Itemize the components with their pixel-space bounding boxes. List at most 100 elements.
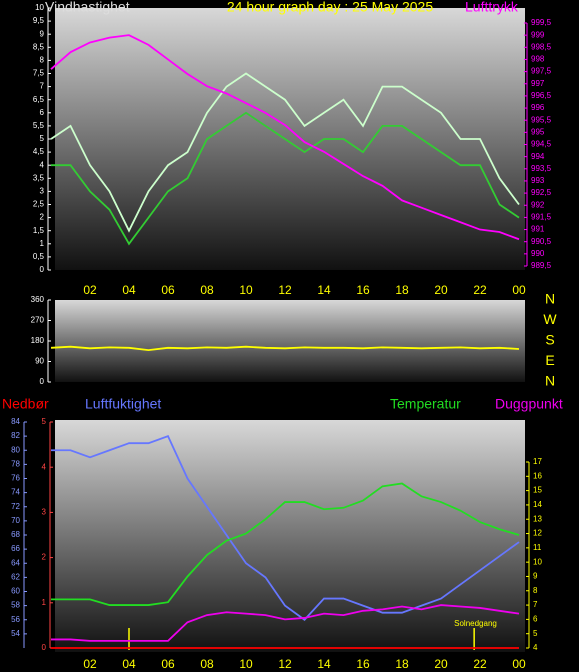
y-tick-label: 997,5 <box>531 67 552 76</box>
y-tick-label: 0 <box>40 377 45 386</box>
y-tick-label: 989,5 <box>531 261 552 270</box>
y-tick-label: 990,5 <box>531 237 552 246</box>
x-tick-label: 04 <box>122 283 136 297</box>
y-tick-label: 992,5 <box>531 188 552 197</box>
y-tick-label: 5 <box>40 134 45 143</box>
x-tick-label: 06 <box>161 657 175 671</box>
series-line <box>50 34 520 241</box>
y-tick-label: 0,5 <box>33 252 45 261</box>
x-tick-label: 20 <box>434 657 448 671</box>
x-tick-label: 00 <box>512 283 526 297</box>
y-tick-label: 990 <box>531 249 545 258</box>
y-tick-label: 80 <box>11 445 20 454</box>
panel-wind <box>55 8 525 270</box>
series-line <box>51 111 520 246</box>
series-line <box>51 434 520 621</box>
x-tick-label: 14 <box>317 657 331 671</box>
compass-label: S <box>545 332 554 348</box>
series-label: Luftfuktighet <box>85 396 161 412</box>
y-tick-label: 7 <box>533 600 538 609</box>
y-tick-label: 82 <box>11 431 20 440</box>
y-tick-label: 2 <box>40 213 45 222</box>
y-tick-label: 6 <box>40 108 45 117</box>
series-label: Duggpunkt <box>495 396 563 412</box>
pressure-label: Lufttrykk <box>465 0 519 15</box>
y-tick-label: 993 <box>531 176 545 185</box>
y-tick-label: 5 <box>533 629 538 638</box>
x-tick-label: 12 <box>278 283 292 297</box>
y-tick-label: 991 <box>531 225 545 234</box>
y-tick-label: 994,5 <box>531 140 552 149</box>
y-tick-label: 90 <box>35 357 44 366</box>
series-line <box>50 72 520 233</box>
y-tick-label: 8,5 <box>33 42 45 51</box>
y-tick-label: 0 <box>40 265 45 274</box>
y-tick-label: 0 <box>42 643 47 652</box>
y-tick-label: 4 <box>533 643 538 652</box>
y-tick-label: 14 <box>533 500 542 509</box>
y-tick-label: 10 <box>35 3 44 12</box>
y-tick-label: 68 <box>11 530 20 539</box>
compass-label: E <box>545 352 554 368</box>
panel-direction <box>55 300 525 382</box>
wind-label: Vindhastighet <box>45 0 130 15</box>
y-tick-label: 5 <box>42 417 47 426</box>
y-tick-label: 74 <box>11 488 20 497</box>
y-tick-label: 15 <box>533 486 542 495</box>
x-tick-label: 04 <box>122 657 136 671</box>
y-tick-label: 7,5 <box>33 69 45 78</box>
y-tick-label: 13 <box>533 514 542 523</box>
y-tick-label: 999,5 <box>531 18 552 27</box>
series-label: Nedbør <box>2 396 49 412</box>
panel-climate <box>55 420 525 652</box>
y-tick-label: 6 <box>533 614 538 623</box>
y-tick-label: 16 <box>533 471 542 480</box>
x-tick-label: 10 <box>239 657 253 671</box>
series-label: Temperatur <box>390 396 461 412</box>
y-tick-label: 4 <box>40 160 45 169</box>
y-tick-label: 999 <box>531 30 545 39</box>
y-tick-label: 4,5 <box>33 147 45 156</box>
y-tick-label: 76 <box>11 474 20 483</box>
y-tick-label: 8 <box>40 56 45 65</box>
y-tick-label: 995,5 <box>531 115 552 124</box>
x-tick-label: 08 <box>200 283 214 297</box>
x-tick-label: 00 <box>512 657 526 671</box>
y-tick-label: 11 <box>533 543 542 552</box>
x-tick-label: 12 <box>278 657 292 671</box>
y-tick-label: 2 <box>42 553 47 562</box>
y-tick-label: 1,5 <box>33 226 45 235</box>
y-tick-label: 10 <box>533 557 542 566</box>
y-tick-label: 58 <box>11 601 20 610</box>
y-tick-label: 6,5 <box>33 95 45 104</box>
y-tick-label: 995 <box>531 127 545 136</box>
y-tick-label: 1 <box>42 598 47 607</box>
y-tick-label: 998,5 <box>531 42 552 51</box>
y-tick-label: 992 <box>531 200 545 209</box>
y-tick-label: 5,5 <box>33 121 45 130</box>
y-tick-label: 64 <box>11 558 20 567</box>
y-tick-label: 360 <box>31 295 45 304</box>
y-tick-label: 3 <box>42 508 47 517</box>
x-tick-label: 10 <box>239 283 253 297</box>
y-tick-label: 54 <box>11 629 20 638</box>
y-tick-label: 1 <box>40 239 45 248</box>
compass-label: N <box>545 373 555 389</box>
y-tick-label: 12 <box>533 529 542 538</box>
y-tick-label: 996 <box>531 103 545 112</box>
x-tick-label: 18 <box>395 657 409 671</box>
x-tick-label: 18 <box>395 283 409 297</box>
x-tick-label: 02 <box>83 283 97 297</box>
y-tick-label: 70 <box>11 516 20 525</box>
x-tick-label: 22 <box>473 657 487 671</box>
compass-label: W <box>543 311 557 327</box>
event-label: Solnedgang <box>454 619 497 628</box>
y-tick-label: 9,5 <box>33 16 45 25</box>
y-tick-label: 9 <box>533 572 538 581</box>
y-tick-label: 2,5 <box>33 200 45 209</box>
y-tick-label: 996,5 <box>531 91 552 100</box>
y-tick-label: 62 <box>11 572 20 581</box>
y-tick-label: 56 <box>11 615 20 624</box>
